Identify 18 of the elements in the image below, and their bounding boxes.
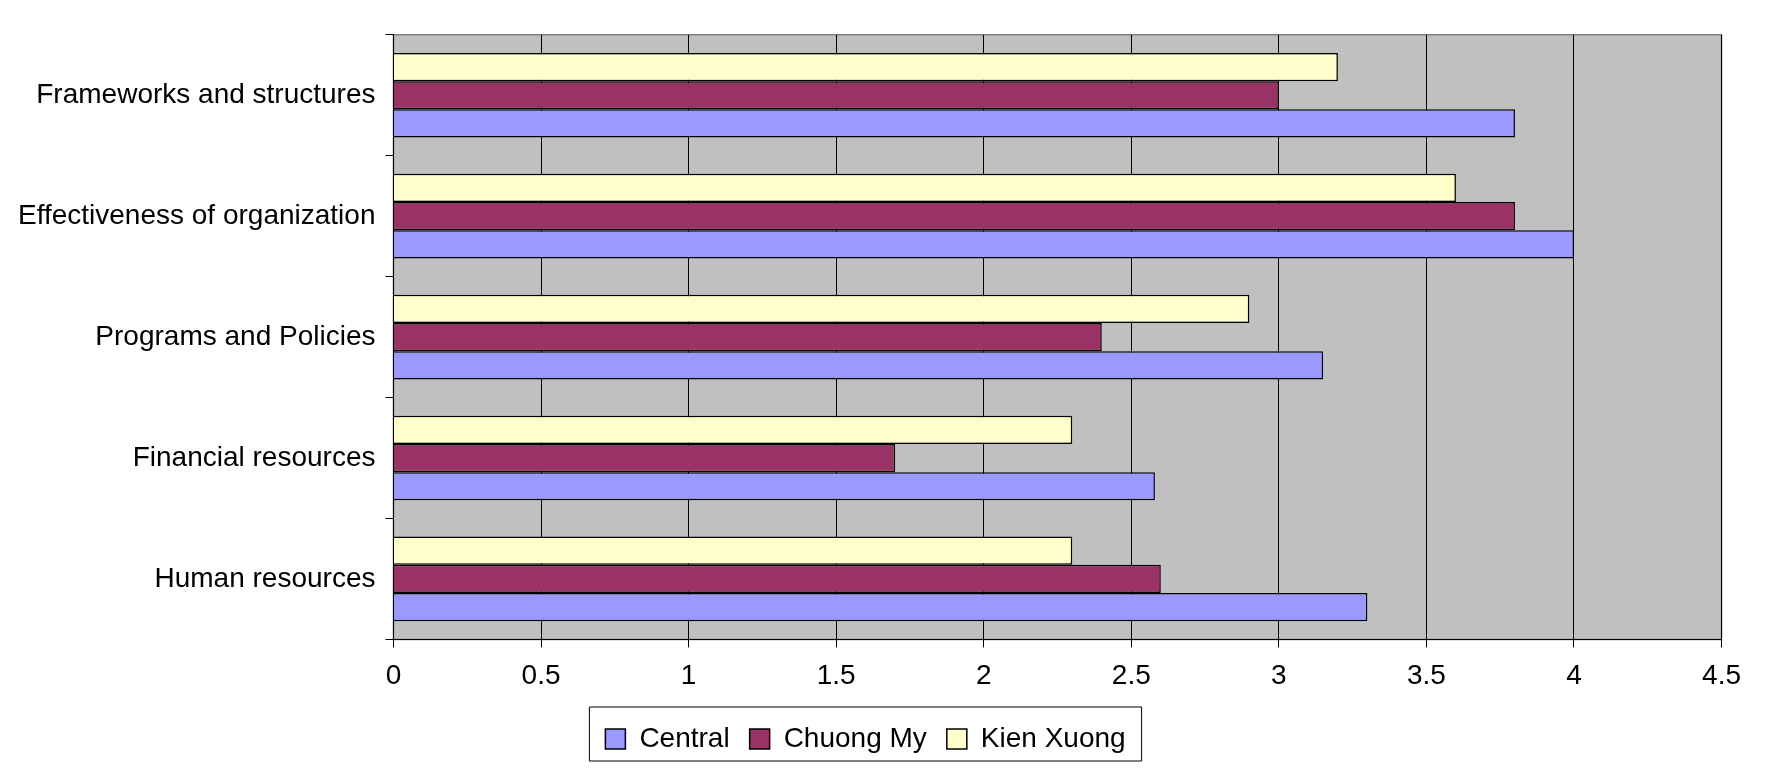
legend-label: Central	[639, 721, 730, 753]
legend-label: Chuong My	[783, 721, 927, 753]
legend-label: Kien Xuong	[980, 721, 1126, 753]
x-tick-label: 2	[975, 658, 992, 690]
x-tick-label: 4	[1566, 658, 1582, 690]
y-tick-label: Frameworks and structures	[36, 77, 376, 109]
x-tick-label: 4.5	[1702, 658, 1742, 690]
x-tick-label: 0.5	[521, 658, 561, 690]
y-tick-label: Human resources	[154, 561, 376, 593]
x-tick-label: 3.5	[1406, 658, 1446, 690]
x-tick-label: 1.5	[816, 658, 856, 690]
x-tick-label: 1	[680, 658, 697, 690]
x-tick-label: 0	[385, 658, 402, 690]
x-tick-label: 2.5	[1111, 658, 1151, 690]
x-tick-label: 3	[1271, 658, 1287, 690]
y-tick-label: Financial resources	[132, 440, 376, 472]
y-tick-label: Effectiveness of organization	[17, 198, 376, 230]
y-tick-label: Programs and Policies	[95, 319, 376, 351]
